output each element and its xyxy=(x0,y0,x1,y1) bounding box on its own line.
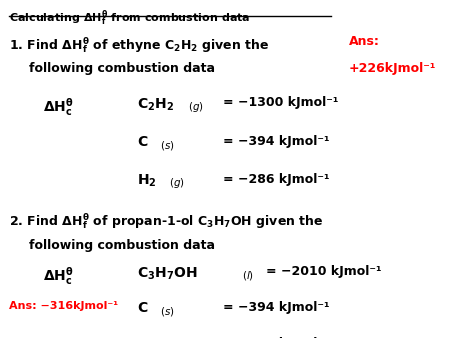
Text: Ans: −316kJmol⁻¹: Ans: −316kJmol⁻¹ xyxy=(9,301,118,312)
Text: $\mathbf{C}$: $\mathbf{C}$ xyxy=(137,135,148,149)
Text: 1. Find $\mathbf{\Delta H_f^{\theta}}$ of ethyne $\mathbf{C_2H_2}$ given the: 1. Find $\mathbf{\Delta H_f^{\theta}}$ o… xyxy=(9,35,270,55)
Text: $\mathbf{C}$: $\mathbf{C}$ xyxy=(137,301,148,315)
Text: $\mathbf{C_2H_2}$: $\mathbf{C_2H_2}$ xyxy=(137,96,174,113)
Text: $\mathbf{H_2}$: $\mathbf{H_2}$ xyxy=(137,173,157,190)
Text: following combustion data: following combustion data xyxy=(29,62,215,75)
Text: $(l)$: $(l)$ xyxy=(242,269,254,282)
Text: $\mathbf{\Delta H_c^{\theta}}$: $\mathbf{\Delta H_c^{\theta}}$ xyxy=(43,265,73,287)
Text: = −​2010 kJmol⁻¹: = −​2010 kJmol⁻¹ xyxy=(266,265,381,278)
Text: Calculating $\mathbf{\Delta H_f^{\theta}}$ from combustion data: Calculating $\mathbf{\Delta H_f^{\theta}… xyxy=(9,8,251,28)
Text: $(s)$: $(s)$ xyxy=(160,305,174,318)
Text: = −394 kJmol⁻¹: = −394 kJmol⁻¹ xyxy=(223,135,329,148)
Text: $\mathbf{\Delta H_c^{\theta}}$: $\mathbf{\Delta H_c^{\theta}}$ xyxy=(43,96,73,118)
Text: = −​1300 kJmol⁻¹: = −​1300 kJmol⁻¹ xyxy=(223,96,338,109)
Text: $\mathbf{H_2}$: $\mathbf{H_2}$ xyxy=(137,337,157,338)
Text: = −394 kJmol⁻¹: = −394 kJmol⁻¹ xyxy=(223,301,329,314)
Text: $(g)$: $(g)$ xyxy=(169,176,184,190)
Text: +226kJmol⁻¹: +226kJmol⁻¹ xyxy=(349,62,436,75)
Text: = −286 kJmol⁻¹: = −286 kJmol⁻¹ xyxy=(223,173,329,186)
Text: = −286 kJmol⁻¹: = −286 kJmol⁻¹ xyxy=(223,337,329,338)
Text: following combustion data: following combustion data xyxy=(29,239,215,252)
Text: 2. Find $\mathbf{\Delta H_f^{\theta}}$ of propan-1-ol $\mathbf{C_3H_7OH}$ given : 2. Find $\mathbf{\Delta H_f^{\theta}}$ o… xyxy=(9,211,324,231)
Text: Ans:: Ans: xyxy=(349,35,380,48)
Text: $(s)$: $(s)$ xyxy=(160,139,174,151)
Text: $\mathbf{C_3H_7OH}$: $\mathbf{C_3H_7OH}$ xyxy=(137,265,198,282)
Text: $(g)$: $(g)$ xyxy=(188,100,204,114)
